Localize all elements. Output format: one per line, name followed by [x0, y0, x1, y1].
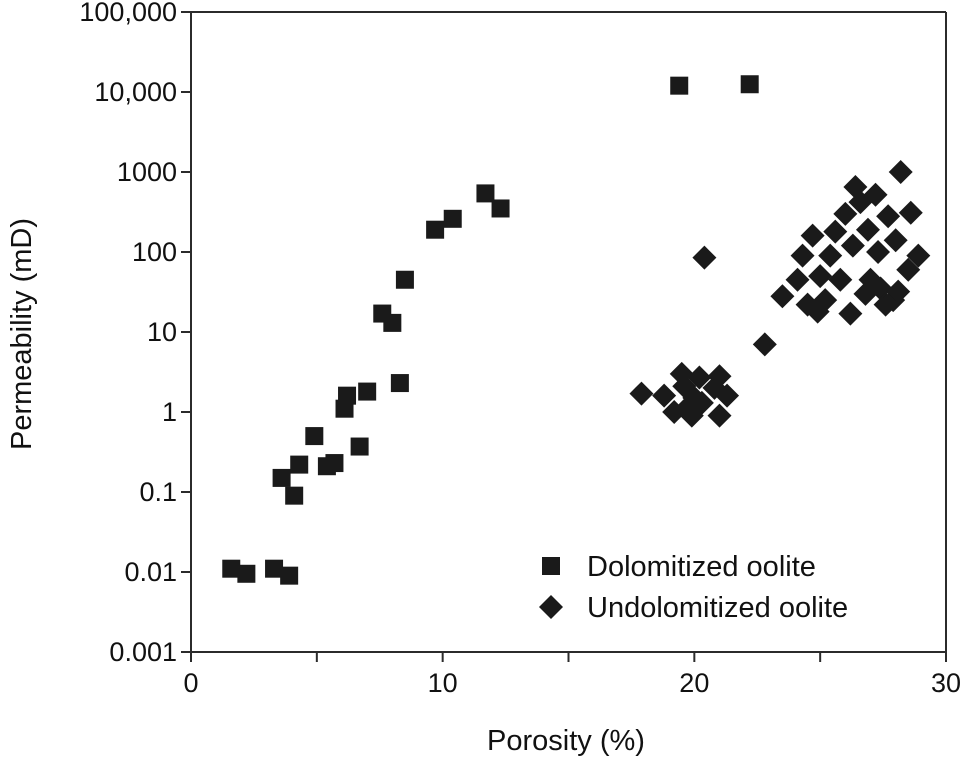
undolomitized-point: [715, 383, 740, 408]
x-axis-label: Porosity (%): [487, 725, 645, 757]
y-axis-ticks: 0.001 0.01 0.1 1 10 100 1000 10,000 100,000: [79, 0, 191, 667]
x-tick-label: 0: [183, 668, 198, 698]
undolomitized-point: [818, 243, 843, 268]
undolomitized-point: [906, 243, 931, 268]
undolomitized-point: [707, 364, 732, 389]
legend-diamond-marker: [539, 595, 563, 619]
undolomitized-point: [707, 403, 732, 428]
dolomitized-point: [390, 374, 409, 393]
dolomitized-point: [443, 209, 462, 228]
y-tick-label: 1000: [117, 157, 177, 187]
legend-label: Dolomitized oolite: [587, 551, 816, 583]
dolomitized-point: [350, 437, 369, 456]
undolomitized-point: [883, 228, 908, 253]
legend-square-marker: [542, 557, 560, 575]
undolomitized-point: [896, 257, 921, 282]
plot-frame: [190, 11, 947, 653]
dolomitized-point: [237, 564, 256, 583]
dolomitized-point: [491, 199, 510, 218]
x-tick-label: 10: [428, 668, 458, 698]
undolomitized-point: [828, 267, 853, 292]
y-tick-label: 10,000: [94, 77, 177, 107]
y-tick-label: 100: [132, 237, 177, 267]
undolomitized-point: [785, 267, 810, 292]
undolomitized-point: [823, 219, 848, 244]
x-tick-label: 30: [931, 668, 961, 698]
undolomitized-point: [833, 201, 858, 226]
y-tick-label: 1: [162, 397, 177, 427]
undolomitized-point: [808, 264, 833, 289]
dolomitized-point: [265, 559, 284, 578]
x-tick-label: 20: [679, 668, 709, 698]
undolomitized-point: [888, 160, 913, 184]
data-marks: [222, 75, 931, 585]
y-tick-label: 0.001: [109, 637, 177, 667]
dolomitized-point: [285, 486, 304, 505]
dolomitized-point: [338, 386, 357, 405]
undolomitized-point: [687, 365, 712, 390]
undolomitized-point: [689, 390, 714, 415]
undolomitized-point: [629, 381, 654, 406]
dolomitized-point: [305, 427, 324, 446]
undolomitized-point: [838, 301, 863, 326]
dolomitized-point: [222, 559, 241, 578]
dolomitized-point: [426, 220, 445, 239]
undolomitized-point: [800, 223, 825, 248]
dolomitized-point: [395, 270, 414, 289]
dolomitized-point: [325, 454, 344, 473]
undolomitized-point: [866, 240, 891, 264]
dolomitized-point: [358, 382, 377, 401]
y-axis-label: Permeability (mD): [6, 218, 38, 450]
dolomitized-point: [383, 313, 402, 332]
dolomitized-point: [740, 75, 759, 94]
dolomitized-point: [476, 184, 495, 203]
undolomitized-point: [898, 200, 923, 225]
x-axis-ticks: 0 10 20 30: [183, 652, 961, 698]
undolomitized-point: [863, 182, 888, 207]
undolomitized-point: [876, 204, 901, 229]
y-tick-label: 0.01: [124, 557, 177, 587]
dolomitized-point: [670, 76, 689, 95]
undolomitized-point: [652, 383, 677, 408]
dolomitized-point: [280, 566, 299, 585]
undolomitized-point: [770, 284, 795, 309]
undolomitized-point: [692, 245, 717, 270]
undolomitized-point: [886, 279, 911, 304]
legend: Dolomitized oolite Undolomitized oolite: [539, 551, 848, 624]
y-tick-label: 100,000: [79, 0, 177, 27]
undolomitized-point: [840, 233, 865, 258]
undolomitized-point: [790, 243, 815, 268]
y-tick-label: 10: [147, 317, 177, 347]
undolomitized-point: [752, 332, 777, 357]
legend-label: Undolomitized oolite: [587, 592, 848, 624]
undolomitized-point: [813, 288, 838, 313]
dolomitized-point: [272, 468, 291, 487]
y-tick-label: 0.1: [139, 477, 177, 507]
undolomitized-point: [855, 217, 880, 242]
dolomitized-point: [290, 455, 309, 474]
